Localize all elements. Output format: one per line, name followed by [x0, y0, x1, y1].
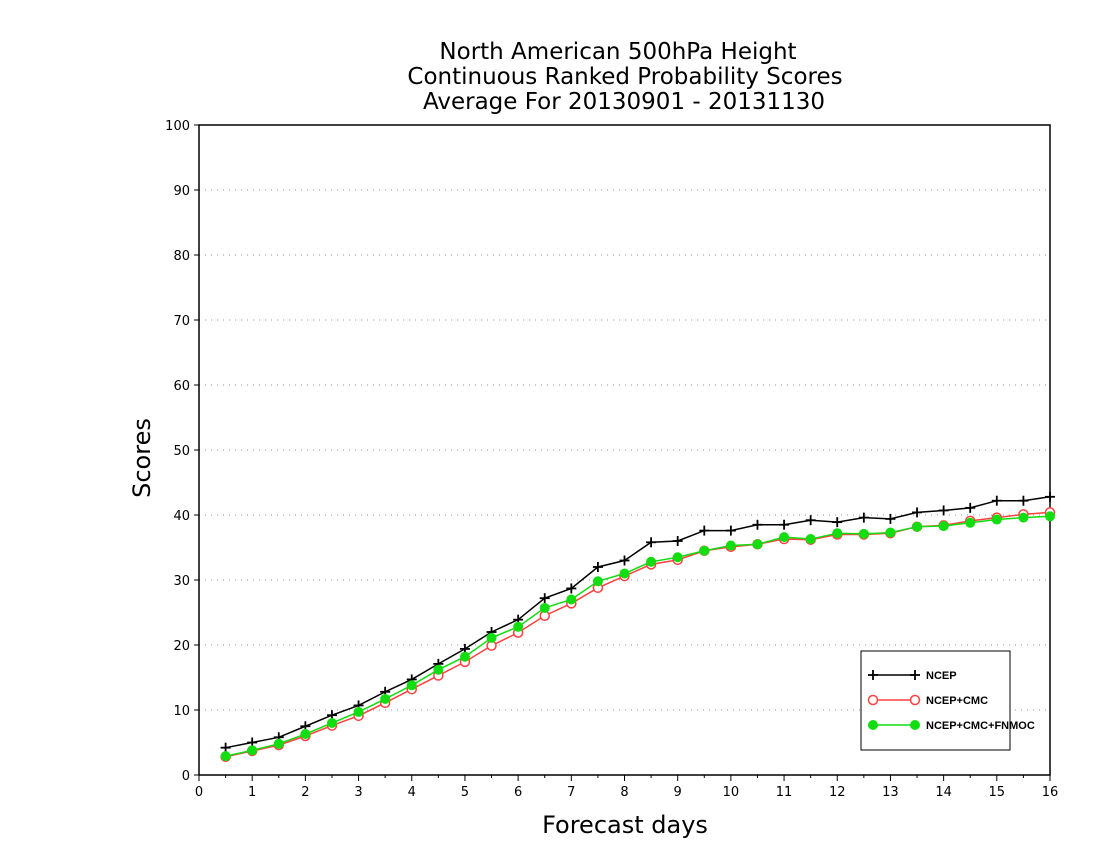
x-tick-label: 2: [301, 785, 309, 800]
x-tick-label: 0: [195, 785, 203, 800]
data-point: [539, 602, 550, 613]
x-axis-label: Forecast days: [542, 811, 708, 839]
x-tick-label: 12: [829, 785, 846, 800]
legend-label: NCEP: [926, 670, 957, 682]
y-tick-label: 40: [173, 509, 190, 524]
x-tick-label: 13: [882, 785, 899, 800]
legend-item: NCEP: [868, 670, 957, 682]
series-1: [220, 491, 1055, 753]
legend-marker: [910, 720, 920, 730]
y-tick-label: 70: [173, 314, 190, 329]
y-tick-label: 50: [173, 444, 190, 459]
data-point: [1045, 511, 1055, 522]
data-point: [380, 693, 391, 704]
grid: [199, 189, 1050, 711]
data-point: [513, 621, 524, 632]
title-line-1: North American 500hPa Height: [439, 39, 796, 65]
x-tick-label: 7: [567, 785, 575, 800]
y-tick-label: 30: [173, 574, 190, 589]
title-line-3: Average For 20130901 - 20131130: [423, 89, 825, 115]
series-group: [220, 491, 1056, 763]
legend-marker: [909, 694, 921, 706]
data-point: [247, 745, 258, 756]
data-point: [1018, 512, 1029, 523]
chart-title: North American 500hPa Height Continuous …: [407, 39, 842, 115]
legend-label: NCEP+CMC: [926, 695, 988, 707]
data-point: [912, 521, 923, 532]
data-point: [752, 539, 763, 550]
data-point: [353, 706, 364, 717]
y-axis-label: Scores: [128, 418, 156, 498]
legend-label: NCEP+CMC+FNMOC: [926, 720, 1035, 732]
series-line: [225, 496, 1051, 749]
data-point: [885, 527, 896, 538]
data-point: [938, 521, 949, 532]
y-tick-label: 80: [173, 249, 190, 264]
x-tick-label: 8: [620, 785, 628, 800]
x-tick-label: 14: [935, 785, 952, 800]
legend-marker: [867, 694, 879, 706]
data-point: [326, 718, 337, 728]
data-point: [486, 632, 497, 643]
x-tick-label: 5: [461, 785, 469, 800]
y-tick-label: 90: [173, 184, 190, 199]
data-point: [991, 514, 1002, 525]
x-tick-label: 4: [408, 785, 416, 800]
data-point: [858, 528, 869, 539]
legend-marker: [868, 720, 878, 730]
y-tick-label: 0: [182, 769, 190, 784]
data-point: [592, 576, 603, 587]
data-point: [406, 680, 417, 691]
x-tick-label: 10: [723, 785, 740, 800]
data-point: [300, 729, 311, 740]
data-point: [699, 545, 710, 556]
x-tick-label: 9: [674, 785, 682, 800]
y-tick-label: 20: [173, 639, 190, 654]
data-point: [566, 594, 577, 605]
x-tick-label: 1: [248, 785, 256, 800]
x-tick-label: 6: [514, 785, 522, 800]
data-point: [619, 568, 630, 579]
y-tick-label: 10: [173, 704, 190, 719]
legend-item: NCEP+CMC+FNMOC: [868, 720, 1035, 732]
title-line-2: Continuous Ranked Probability Scores: [407, 64, 842, 90]
data-point: [459, 651, 470, 662]
data-point: [433, 664, 444, 675]
x-tick-label: 11: [776, 785, 793, 800]
data-point: [805, 534, 816, 545]
x-tick-label: 16: [1042, 785, 1059, 800]
data-point: [672, 552, 683, 563]
data-point: [725, 540, 736, 551]
data-point: [220, 751, 231, 762]
legend: NCEP NCEP+CMC NCEP+CMC+FNMOC: [860, 650, 1035, 751]
data-point: [273, 738, 284, 749]
x-tick-label: 15: [989, 785, 1006, 800]
data-point: [965, 517, 976, 528]
y-tick-label: 100: [165, 119, 190, 134]
data-point: [832, 528, 843, 539]
y-tick-label: 60: [173, 379, 190, 394]
data-point: [646, 556, 657, 567]
plot-frame: [198, 124, 1051, 776]
x-tick-label: 3: [354, 785, 362, 800]
legend-item: NCEP+CMC: [867, 694, 988, 707]
data-point: [779, 532, 790, 543]
series-3: [220, 511, 1055, 762]
